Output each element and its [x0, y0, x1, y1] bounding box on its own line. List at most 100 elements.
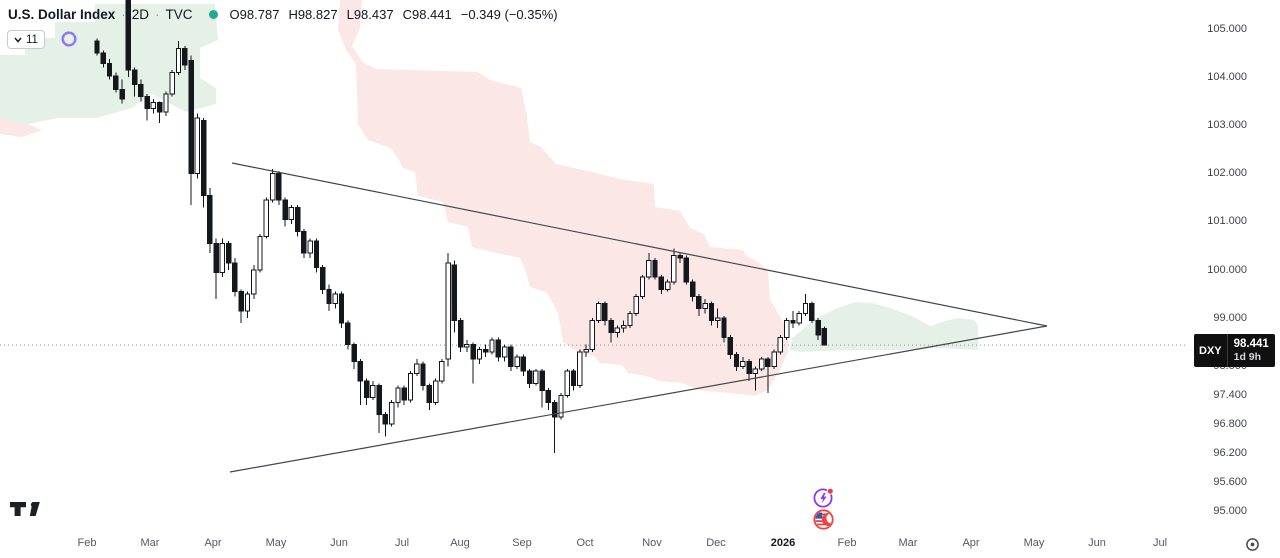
exchange-label[interactable]: TVC — [165, 7, 193, 22]
candle[interactable] — [495, 337, 501, 362]
candle[interactable] — [269, 168, 276, 203]
candle[interactable] — [564, 368, 570, 398]
candle[interactable] — [708, 301, 715, 326]
last-price-badge[interactable]: DXY 98.441 1d 9h — [1194, 334, 1275, 367]
candle[interactable] — [307, 238, 313, 258]
candle[interactable] — [570, 368, 577, 391]
triangle-lower-trendline[interactable] — [229, 325, 1048, 473]
candle[interactable] — [526, 368, 533, 389]
candle[interactable] — [583, 344, 589, 357]
triangle-upper-trendline[interactable] — [231, 162, 1048, 327]
candle[interactable] — [113, 72, 119, 93]
candle[interactable] — [727, 335, 733, 360]
candle[interactable] — [784, 318, 790, 340]
candle[interactable] — [257, 233, 263, 273]
candle[interactable] — [639, 274, 646, 299]
candle[interactable] — [414, 359, 420, 377]
candle[interactable] — [501, 344, 508, 362]
candle[interactable] — [489, 337, 495, 355]
candle[interactable] — [520, 354, 527, 377]
candle[interactable] — [696, 294, 702, 316]
candle[interactable] — [420, 361, 426, 391]
candle[interactable] — [620, 320, 627, 333]
candle[interactable] — [294, 204, 301, 237]
candle[interactable] — [821, 326, 828, 346]
candle[interactable] — [765, 356, 771, 393]
candle[interactable] — [539, 368, 545, 408]
candle[interactable] — [445, 253, 451, 367]
candle[interactable] — [702, 298, 708, 314]
candle[interactable] — [451, 260, 458, 333]
candle[interactable] — [464, 339, 470, 352]
candle[interactable] — [163, 91, 169, 116]
candle[interactable] — [313, 238, 320, 273]
candle[interactable] — [614, 325, 621, 338]
candle[interactable] — [790, 310, 796, 328]
candle[interactable] — [457, 318, 464, 352]
candle[interactable] — [407, 371, 414, 403]
candle[interactable] — [238, 289, 244, 324]
candle[interactable] — [602, 301, 608, 326]
candle[interactable] — [382, 412, 389, 437]
candle[interactable] — [758, 356, 765, 372]
candle[interactable] — [100, 50, 106, 68]
candle[interactable] — [320, 265, 326, 295]
candle[interactable] — [138, 79, 144, 102]
candle[interactable] — [225, 241, 232, 270]
candle[interactable] — [376, 383, 382, 433]
market-status-icon[interactable] — [208, 10, 218, 19]
candle[interactable] — [577, 349, 583, 389]
candle[interactable] — [740, 356, 746, 369]
candle[interactable] — [207, 188, 213, 254]
candle[interactable] — [251, 265, 257, 299]
candle[interactable] — [119, 79, 125, 104]
us-flag-event-icon[interactable] — [811, 507, 837, 533]
candle[interactable] — [715, 308, 721, 328]
candle[interactable] — [332, 291, 338, 309]
candle[interactable] — [809, 301, 815, 324]
candle[interactable] — [157, 101, 163, 123]
candle[interactable] — [652, 257, 658, 280]
candle[interactable] — [796, 310, 802, 326]
candle[interactable] — [219, 238, 226, 278]
candle[interactable] — [589, 318, 596, 352]
loading-spinner-icon[interactable] — [60, 30, 78, 48]
candle[interactable] — [746, 359, 752, 381]
candle[interactable] — [595, 301, 602, 324]
candle[interactable] — [200, 118, 207, 208]
candle[interactable] — [802, 294, 809, 316]
candle[interactable] — [677, 253, 683, 263]
candle[interactable] — [508, 344, 514, 372]
candle[interactable] — [232, 257, 238, 297]
candle[interactable] — [94, 38, 100, 56]
candle[interactable] — [395, 385, 401, 408]
candle[interactable] — [426, 383, 433, 410]
interval-label[interactable]: 2D — [131, 7, 150, 22]
candle[interactable] — [370, 380, 376, 401]
candle[interactable] — [213, 238, 219, 299]
timezone-settings-gear-icon[interactable] — [1244, 536, 1261, 553]
candle[interactable] — [483, 344, 489, 357]
candle[interactable] — [182, 45, 188, 70]
candle[interactable] — [263, 197, 269, 239]
candle[interactable] — [338, 291, 345, 328]
candle[interactable] — [357, 359, 364, 405]
candle[interactable] — [671, 248, 677, 285]
candle[interactable] — [288, 204, 295, 225]
tradingview-logo[interactable] — [9, 501, 41, 517]
candle[interactable] — [351, 342, 357, 369]
candle[interactable] — [664, 279, 671, 292]
candle[interactable] — [345, 320, 351, 350]
candle[interactable] — [771, 349, 777, 369]
candle[interactable] — [470, 342, 476, 384]
candle[interactable] — [658, 274, 664, 295]
indicators-count-button[interactable]: 11 — [7, 30, 45, 49]
candle[interactable] — [188, 55, 194, 205]
candle[interactable] — [514, 354, 520, 369]
candle[interactable] — [401, 385, 407, 405]
candle[interactable] — [150, 98, 157, 114]
candle[interactable] — [244, 291, 251, 319]
candle[interactable] — [733, 351, 740, 372]
candle[interactable] — [106, 58, 113, 80]
